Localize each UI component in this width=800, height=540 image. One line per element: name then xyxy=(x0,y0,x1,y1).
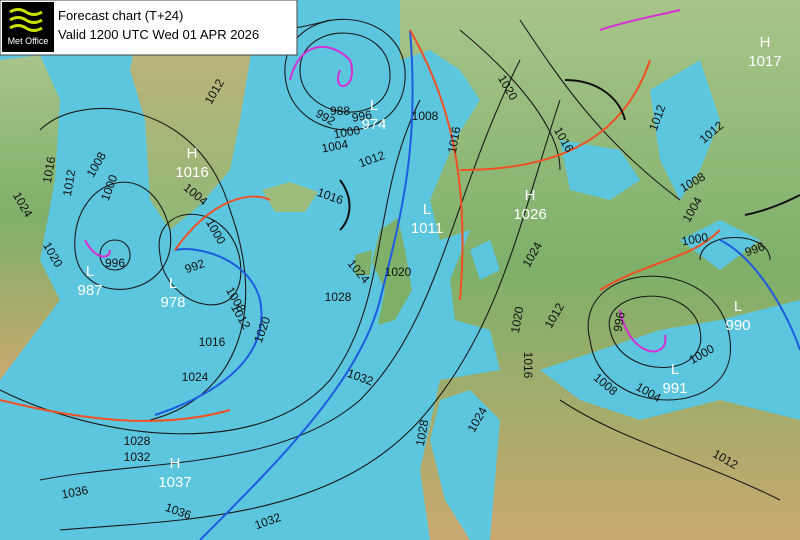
isobar-label: 1036 xyxy=(60,483,89,501)
center-letter: L xyxy=(86,263,94,280)
center-pressure: 974 xyxy=(361,116,386,133)
isobar-label: 996 xyxy=(105,256,125,270)
isobar-label: 996 xyxy=(351,107,373,124)
center-letter: H xyxy=(187,145,198,162)
isobar-label: 1000 xyxy=(680,230,709,248)
logo-text: Met Office xyxy=(8,36,49,46)
isobar-label: 996 xyxy=(611,310,628,332)
center-pressure: 1016 xyxy=(175,164,208,181)
center-pressure: 1037 xyxy=(158,474,191,491)
center-letter: L xyxy=(169,275,177,292)
center-letter: H xyxy=(525,187,536,204)
center-pressure: 991 xyxy=(662,380,687,397)
isobar-label: 1016 xyxy=(521,352,535,379)
isobar-label: 1028 xyxy=(413,418,431,447)
fronts xyxy=(0,9,800,540)
center-letter: L xyxy=(423,201,431,218)
isobars xyxy=(0,18,781,531)
center-pressure: 1026 xyxy=(513,206,546,223)
center-letter: H xyxy=(170,455,181,472)
center-pressure: 987 xyxy=(77,282,102,299)
valid-time: Valid 1200 UTC Wed 01 APR 2026 xyxy=(58,27,259,42)
isobar-label: 1028 xyxy=(124,434,151,448)
isobar-label: 1012 xyxy=(60,168,78,197)
isobar-label: 1024 xyxy=(182,370,209,384)
center-letter: L xyxy=(734,298,742,315)
isobar-label: 1028 xyxy=(325,290,352,304)
center-letter: L xyxy=(370,97,378,114)
isobar-label: 1016 xyxy=(199,335,226,349)
isobar-label: 988 xyxy=(330,104,350,118)
isobar-label: 996 xyxy=(743,239,767,259)
center-pressure: 1017 xyxy=(748,53,781,70)
center-pressure: 990 xyxy=(725,317,750,334)
center-pressure: 1011 xyxy=(411,220,443,237)
center-pressure: 978 xyxy=(160,294,185,311)
chart-title: Forecast chart (T+24) xyxy=(58,8,183,23)
isobar-label: 1032 xyxy=(124,450,151,464)
isobar-label: 1016 xyxy=(445,125,463,154)
isobar-label: 1016 xyxy=(40,155,58,184)
center-letter: H xyxy=(760,34,771,51)
isobar-label: 1020 xyxy=(508,305,526,334)
header: Met Office Forecast chart (T+24) Valid 1… xyxy=(0,0,298,56)
isobar-label: 1008 xyxy=(412,109,439,123)
isobar-label: 1004 xyxy=(320,137,349,155)
isobar-label: 1020 xyxy=(385,265,412,279)
isobar-label: 1000 xyxy=(332,123,361,141)
center-letter: L xyxy=(671,361,679,378)
isobar-label: 992 xyxy=(183,256,207,276)
